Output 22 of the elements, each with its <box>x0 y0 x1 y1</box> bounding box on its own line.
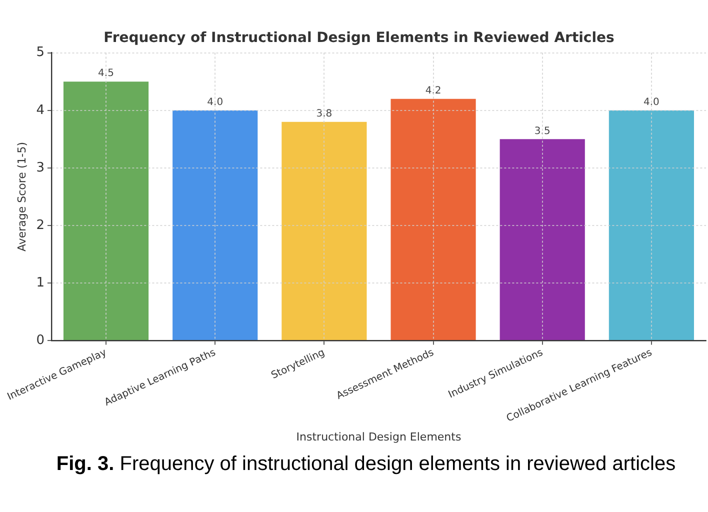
chart-title: Frequency of Instructional Design Elements in Reviewed Articles <box>104 30 614 46</box>
bar <box>172 110 258 340</box>
y-tick-label: 5 <box>36 45 44 60</box>
data-label: 3.5 <box>534 126 550 137</box>
data-label: 3.8 <box>316 108 332 120</box>
y-tick-label: 1 <box>36 276 44 291</box>
y-axis-title: Average Score (1-5) <box>15 142 28 252</box>
x-axis-title: Instructional Design Elements <box>296 430 462 444</box>
bar <box>608 110 694 340</box>
data-label: 4.0 <box>207 96 224 108</box>
data-label: 4.2 <box>425 85 442 96</box>
data-label: 4.0 <box>644 96 660 108</box>
caption: Fig. 3. Frequency of instructional design elements in reviewed articles <box>56 453 676 475</box>
bar <box>63 82 149 340</box>
y-tick-label: 2 <box>36 218 44 233</box>
bar <box>500 139 585 340</box>
bar <box>282 122 367 340</box>
y-tick-label: 3 <box>36 160 44 176</box>
y-tick-label: 0 <box>36 333 44 348</box>
y-tick-label: 4 <box>36 102 44 118</box>
data-label: 4.5 <box>98 68 114 80</box>
bar <box>390 98 476 340</box>
